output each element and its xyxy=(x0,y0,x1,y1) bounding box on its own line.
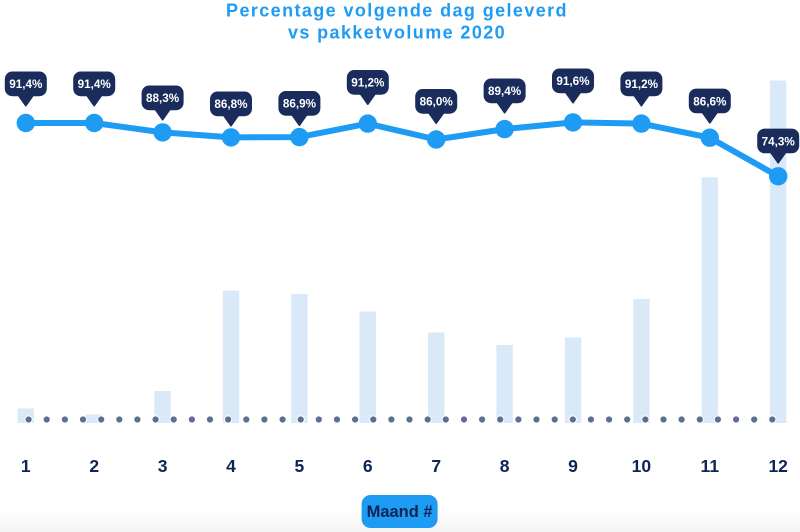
svg-text:86,6%: 86,6% xyxy=(693,95,727,108)
svg-text:1: 1 xyxy=(21,456,31,476)
svg-text:6: 6 xyxy=(363,456,373,476)
svg-text:2: 2 xyxy=(89,456,99,476)
svg-text:91,4%: 91,4% xyxy=(9,78,43,91)
svg-text:86,9%: 86,9% xyxy=(283,98,317,111)
svg-text:5: 5 xyxy=(295,456,305,476)
svg-text:8: 8 xyxy=(500,456,510,476)
svg-text:11: 11 xyxy=(701,456,720,476)
svg-text:9: 9 xyxy=(568,456,578,476)
svg-text:Percentage volgende dag geleve: Percentage volgende dag geleverd xyxy=(226,1,568,21)
svg-text:91,2%: 91,2% xyxy=(625,78,659,91)
svg-text:89,4%: 89,4% xyxy=(488,85,522,98)
svg-text:3: 3 xyxy=(158,456,168,476)
svg-text:86,0%: 86,0% xyxy=(420,96,454,109)
svg-text:91,6%: 91,6% xyxy=(556,75,590,88)
svg-text:vs pakketvolume 2020: vs pakketvolume 2020 xyxy=(288,23,506,43)
svg-text:7: 7 xyxy=(431,456,441,476)
svg-text:88,3%: 88,3% xyxy=(146,92,180,105)
svg-text:Maand #: Maand # xyxy=(367,503,433,521)
svg-text:10: 10 xyxy=(632,456,652,476)
svg-text:12: 12 xyxy=(768,456,788,476)
svg-text:91,4%: 91,4% xyxy=(78,78,112,91)
svg-text:4: 4 xyxy=(226,456,236,476)
svg-text:74,3%: 74,3% xyxy=(762,135,796,148)
svg-text:91,2%: 91,2% xyxy=(351,77,385,90)
svg-text:86,8%: 86,8% xyxy=(214,98,248,111)
